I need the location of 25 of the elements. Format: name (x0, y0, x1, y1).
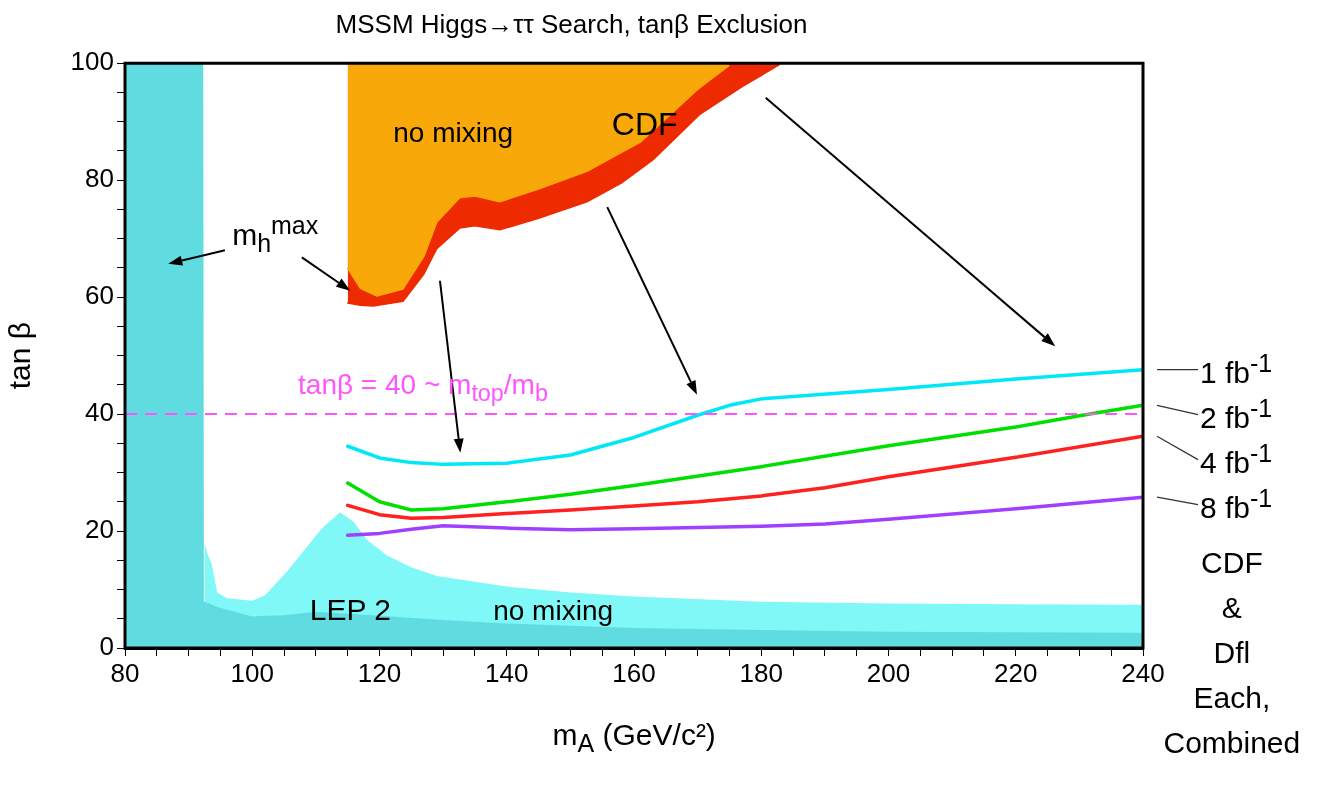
x-axis-title: m$_{A}$ (GeV/c²) (552, 718, 716, 758)
y-tick-label: 80 (85, 163, 114, 194)
series-label: 8 fb$^{-1}$ (1200, 484, 1273, 525)
x-tick-label: 160 (612, 657, 656, 688)
x-tick-label: 100 (230, 657, 274, 688)
chart-title: MSSM Higgs→ττ Search, tanβ Exclusion (335, 8, 808, 39)
x-tick-label: 240 (1121, 657, 1165, 688)
annotation: CDF (611, 105, 678, 142)
y-tick-label: 100 (70, 46, 114, 77)
y-axis-title: tan β (3, 321, 37, 390)
x-tick-label: 220 (994, 657, 1038, 688)
annotation: LEP 2 (309, 592, 391, 626)
x-tick-label: 140 (485, 657, 529, 688)
text: CDF & Dfl Each, Combined (1163, 544, 1301, 761)
y-tick-label: 60 (85, 280, 114, 311)
series-label: 1 fb$^{-1}$ (1200, 349, 1273, 390)
y-tick-label: 20 (85, 514, 114, 545)
series-label: 2 fb$^{-1}$ (1200, 394, 1273, 435)
x-tick-label: 120 (357, 657, 402, 688)
annotation: no mixing (393, 117, 514, 150)
annotation: no mixing (493, 595, 614, 628)
x-tick-label: 200 (866, 657, 911, 688)
x-tick-label: 180 (739, 657, 783, 688)
series-label: 4 fb$^{-1}$ (1200, 439, 1273, 480)
y-tick-label: 40 (85, 397, 114, 428)
